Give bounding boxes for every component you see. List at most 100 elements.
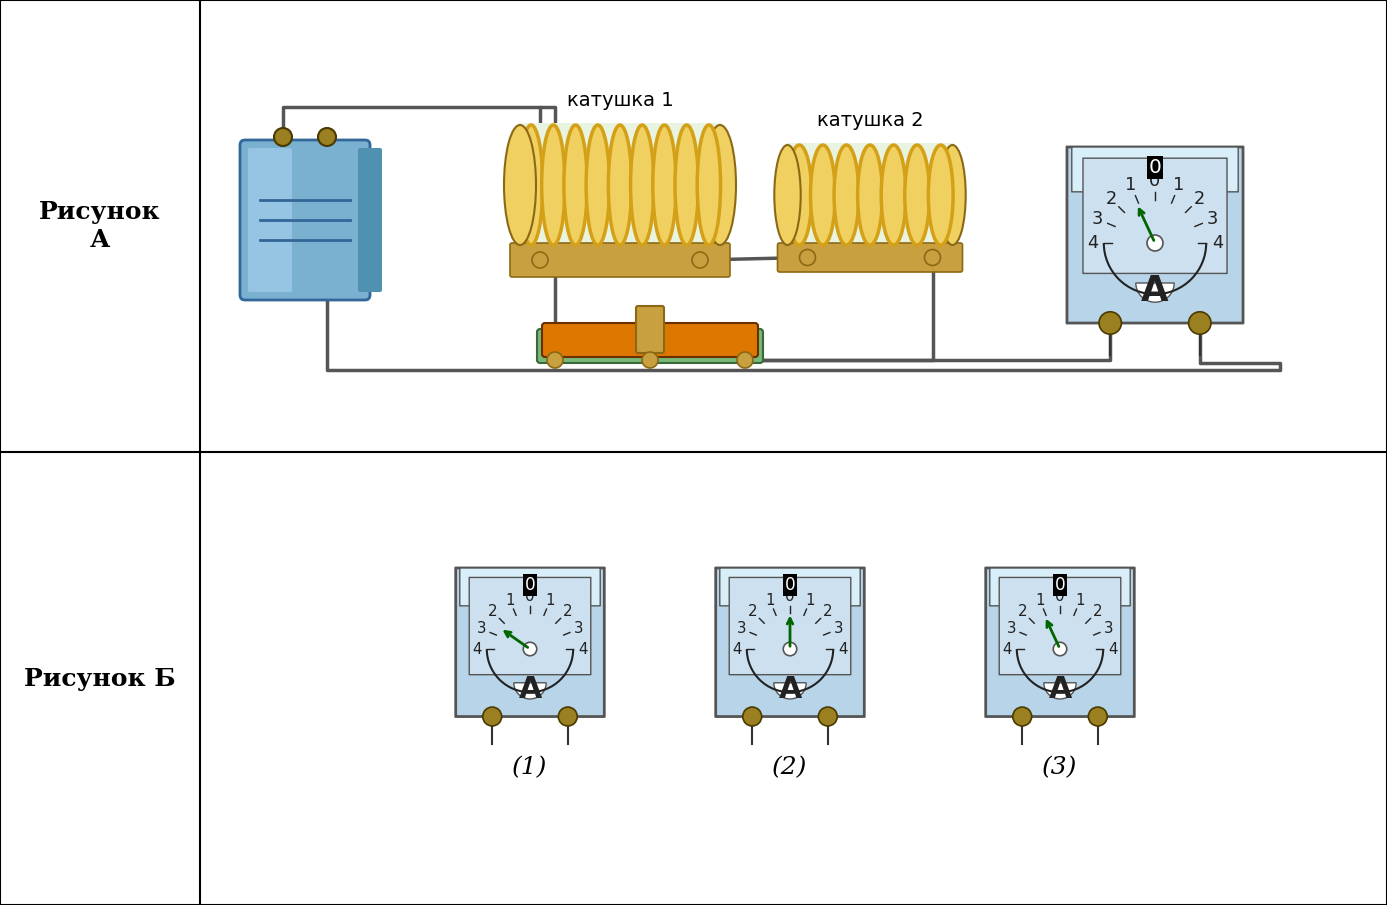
Ellipse shape <box>705 125 736 245</box>
Circle shape <box>1013 707 1032 726</box>
Text: 0: 0 <box>1148 158 1161 177</box>
Ellipse shape <box>542 125 565 245</box>
FancyBboxPatch shape <box>517 123 723 247</box>
Text: 3: 3 <box>477 622 485 636</box>
Text: 2: 2 <box>1105 190 1117 208</box>
Circle shape <box>642 352 657 368</box>
Ellipse shape <box>904 145 929 245</box>
Ellipse shape <box>834 145 859 245</box>
Wedge shape <box>774 682 806 699</box>
Text: 2: 2 <box>488 605 498 619</box>
Text: Рисунок Б: Рисунок Б <box>24 666 176 691</box>
Circle shape <box>818 707 838 726</box>
Text: 3: 3 <box>1104 622 1114 636</box>
FancyBboxPatch shape <box>730 577 850 675</box>
Text: Рисунок
А: Рисунок А <box>39 200 161 252</box>
Ellipse shape <box>774 145 800 245</box>
Circle shape <box>1099 312 1122 334</box>
Text: 0: 0 <box>1150 172 1161 190</box>
Circle shape <box>799 250 816 265</box>
Ellipse shape <box>698 125 721 245</box>
Text: 0: 0 <box>785 576 795 594</box>
Ellipse shape <box>565 125 587 245</box>
Text: 1: 1 <box>766 593 774 608</box>
Text: A: A <box>519 675 542 704</box>
Circle shape <box>483 707 502 726</box>
Text: катушка 2: катушка 2 <box>817 110 924 129</box>
Text: катушка 1: катушка 1 <box>567 90 673 110</box>
Text: 3: 3 <box>1207 210 1218 228</box>
Text: 1: 1 <box>505 593 515 608</box>
Ellipse shape <box>609 125 631 245</box>
Text: (3): (3) <box>1042 757 1078 779</box>
FancyBboxPatch shape <box>248 148 293 292</box>
FancyBboxPatch shape <box>240 140 370 300</box>
Text: 1: 1 <box>1035 593 1044 608</box>
FancyBboxPatch shape <box>1083 158 1227 273</box>
Text: 3: 3 <box>1007 622 1017 636</box>
Text: (2): (2) <box>773 757 807 779</box>
Circle shape <box>546 352 563 368</box>
Circle shape <box>925 250 940 265</box>
Wedge shape <box>513 682 546 699</box>
Text: A: A <box>1142 274 1169 308</box>
Circle shape <box>559 707 577 726</box>
FancyBboxPatch shape <box>637 306 664 353</box>
Text: 3: 3 <box>1092 210 1103 228</box>
Ellipse shape <box>520 125 542 245</box>
Circle shape <box>692 252 707 268</box>
Text: 1: 1 <box>1075 593 1085 608</box>
Text: 3: 3 <box>736 622 746 636</box>
Ellipse shape <box>881 145 906 245</box>
Text: 2: 2 <box>562 605 571 619</box>
FancyBboxPatch shape <box>990 568 1130 605</box>
Circle shape <box>1053 643 1067 656</box>
Text: A: A <box>778 675 802 704</box>
Text: 4: 4 <box>1087 234 1099 252</box>
FancyBboxPatch shape <box>537 329 763 363</box>
Text: 2: 2 <box>1018 605 1028 619</box>
Text: 0: 0 <box>526 589 535 604</box>
Circle shape <box>318 128 336 146</box>
Text: 4: 4 <box>1212 234 1223 252</box>
FancyBboxPatch shape <box>999 577 1121 675</box>
Text: 4: 4 <box>473 642 483 656</box>
Ellipse shape <box>587 125 609 245</box>
Text: A: A <box>1049 675 1072 704</box>
Text: 0: 0 <box>785 589 795 604</box>
Text: 1: 1 <box>545 593 555 608</box>
Circle shape <box>1189 312 1211 334</box>
FancyBboxPatch shape <box>1072 147 1239 192</box>
Circle shape <box>1089 707 1107 726</box>
Circle shape <box>1147 235 1164 251</box>
FancyBboxPatch shape <box>459 568 601 605</box>
Ellipse shape <box>857 145 882 245</box>
Text: (1): (1) <box>512 757 548 779</box>
Text: 4: 4 <box>1003 642 1013 656</box>
Text: 0: 0 <box>1054 576 1065 594</box>
Text: 4: 4 <box>1108 642 1118 656</box>
Text: 1: 1 <box>1125 176 1137 195</box>
Ellipse shape <box>653 125 675 245</box>
Circle shape <box>275 128 293 146</box>
Text: 0: 0 <box>1056 589 1065 604</box>
FancyBboxPatch shape <box>1067 147 1243 323</box>
FancyBboxPatch shape <box>716 568 864 717</box>
FancyBboxPatch shape <box>542 323 759 357</box>
Ellipse shape <box>675 125 698 245</box>
FancyBboxPatch shape <box>720 568 860 605</box>
FancyBboxPatch shape <box>778 243 963 272</box>
Circle shape <box>736 352 753 368</box>
Ellipse shape <box>786 145 811 245</box>
FancyBboxPatch shape <box>785 143 954 247</box>
Wedge shape <box>1136 283 1175 302</box>
Text: 4: 4 <box>732 642 742 656</box>
Circle shape <box>743 707 761 726</box>
Text: 2: 2 <box>822 605 832 619</box>
Text: 4: 4 <box>578 642 588 656</box>
Ellipse shape <box>939 145 965 245</box>
Text: 4: 4 <box>838 642 847 656</box>
Circle shape <box>523 643 537 656</box>
Circle shape <box>784 643 796 656</box>
FancyBboxPatch shape <box>469 577 591 675</box>
